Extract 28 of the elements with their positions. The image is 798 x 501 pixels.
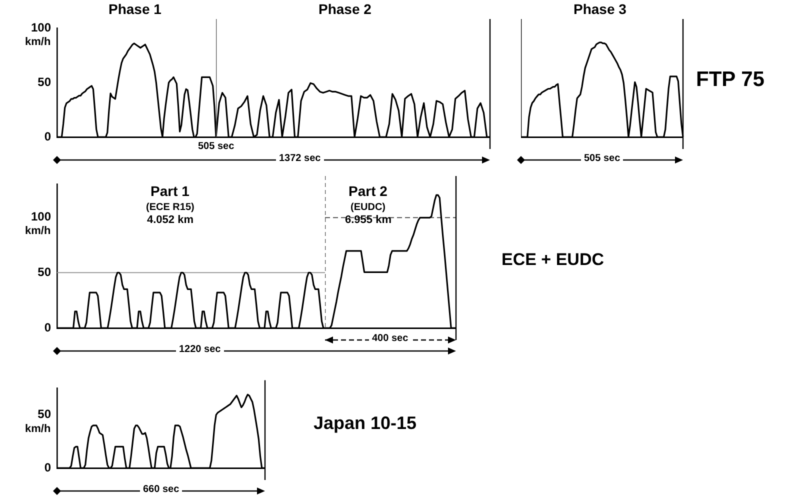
y-tick-label: 0 (44, 320, 52, 334)
chart-title: Phase 3 (574, 1, 626, 17)
text: 505 sec (198, 141, 234, 152)
text: FTP 75 (696, 68, 764, 92)
text: 1372 sec (276, 153, 324, 164)
text: Japan 10-15 (314, 413, 417, 434)
annotation: (ECE R15) (146, 202, 194, 213)
annotation: (EUDC) (350, 202, 386, 213)
y-tick-label: 50 (38, 74, 52, 89)
annotation: 4.052 km (147, 214, 194, 226)
text: 505 sec (581, 153, 624, 164)
chart-title: Part 1 (150, 183, 190, 199)
text: 660 sec (140, 484, 182, 495)
y-tick-label: 100 (30, 20, 52, 35)
text: ECE + EUDC (502, 250, 604, 270)
text: 400 sec (369, 333, 412, 344)
chart-title: Phase 1 (108, 1, 162, 17)
y-tick-label: 50 (38, 264, 52, 279)
y-axis-title: km/h (25, 422, 51, 435)
y-tick-label: 0 (44, 460, 52, 474)
y-tick-label: 0 (44, 129, 52, 144)
y-axis-title: km/h (25, 36, 51, 48)
y-tick-label: 100 (30, 210, 52, 224)
chart-title: Part 2 (348, 183, 388, 199)
y-tick-label: 50 (38, 407, 52, 422)
chart-title: Phase 2 (318, 1, 372, 17)
text: 1220 sec (176, 344, 224, 355)
y-axis-title: km/h (25, 225, 51, 238)
